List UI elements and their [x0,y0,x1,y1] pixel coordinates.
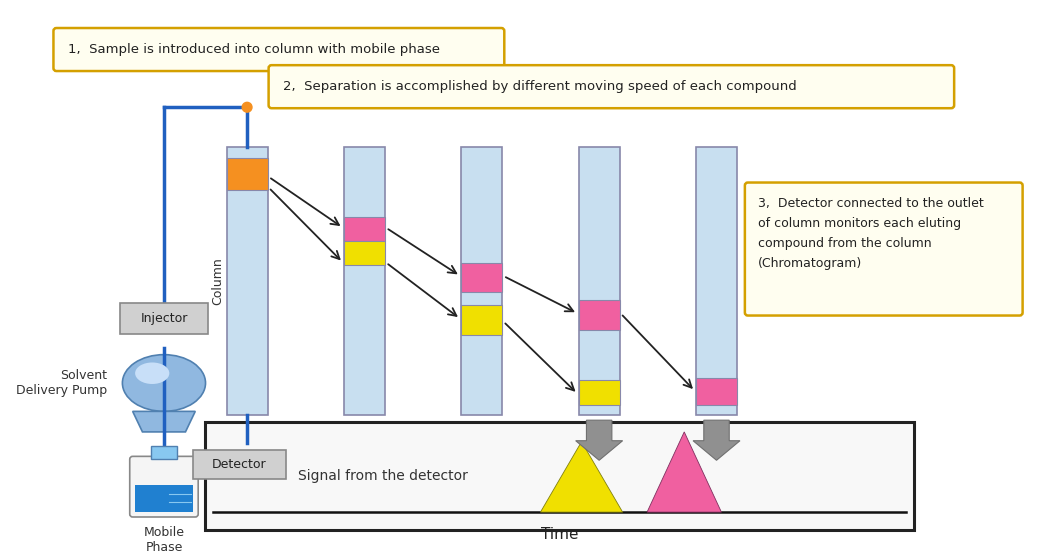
Ellipse shape [135,362,170,384]
Bar [344,148,385,415]
Bar [578,381,620,405]
Polygon shape [647,432,722,512]
Polygon shape [133,411,196,432]
Bar [120,303,208,334]
Bar [462,148,502,415]
Text: 2,  Separation is accomplished by different moving speed of each compound: 2, Separation is accomplished by differe… [283,80,797,93]
Bar [205,422,914,530]
Text: Solvent
Delivery Pump: Solvent Delivery Pump [16,369,107,397]
Bar [578,300,620,330]
Polygon shape [541,442,623,512]
Text: Detector: Detector [212,458,266,471]
Bar [344,241,385,265]
FancyBboxPatch shape [268,65,954,108]
Polygon shape [576,420,623,460]
Text: 3,  Detector connected to the outlet
of column monitors each eluting
compound fr: 3, Detector connected to the outlet of c… [757,197,984,270]
Bar [227,148,267,415]
Bar [227,158,267,190]
FancyBboxPatch shape [53,28,504,71]
Bar [134,485,193,512]
FancyBboxPatch shape [745,183,1022,315]
Bar [462,305,502,335]
Ellipse shape [123,354,206,411]
Text: Mobile
Phase: Mobile Phase [144,526,184,554]
Text: Time: Time [541,528,578,542]
Text: Column: Column [211,258,225,305]
Polygon shape [693,420,740,460]
Text: Signal from the detector: Signal from the detector [297,469,468,483]
Bar [462,263,502,292]
Text: 1,  Sample is introduced into column with mobile phase: 1, Sample is introduced into column with… [69,43,440,56]
Bar [344,217,385,241]
Bar [151,446,177,459]
Bar [578,148,620,415]
Bar [696,378,737,405]
Circle shape [242,102,252,112]
Bar [193,449,286,479]
Text: Injector: Injector [140,312,187,325]
Bar [696,148,737,415]
FancyBboxPatch shape [130,456,199,517]
